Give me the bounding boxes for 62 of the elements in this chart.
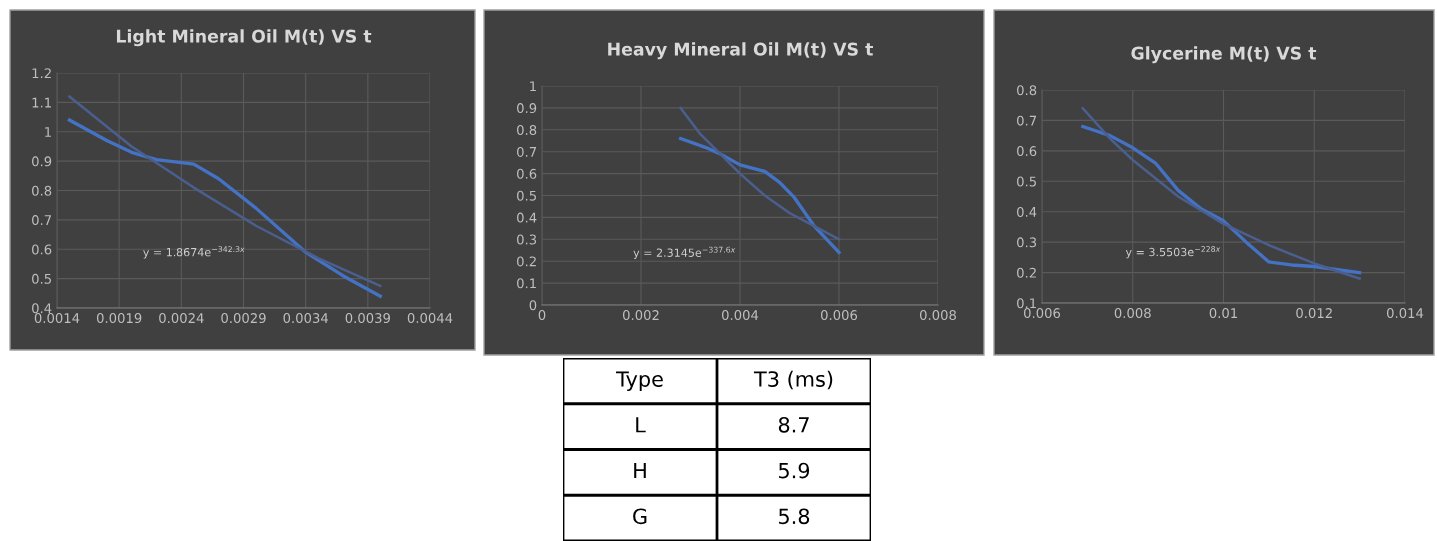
y-tick-label: 0.3: [517, 234, 537, 245]
category-label: G: [633, 508, 647, 525]
line-series: [68, 95, 382, 288]
annotation: y = 3.5503e$^{−228x}$: [1125, 246, 1221, 259]
x-tick-label: 0.01: [1209, 308, 1237, 319]
line-series: [67, 118, 382, 298]
y-tick-label: 1: [45, 127, 51, 137]
y-tick-label: 0.2: [1017, 267, 1036, 278]
line-series: [679, 106, 841, 241]
chart-title: Heavy Mineral Oil M(t) VS t: [608, 42, 874, 60]
x-tick-label: 0.002: [622, 310, 659, 321]
x-tick-label: 0.012: [1296, 308, 1332, 319]
y-tick-label: 0.8: [517, 125, 537, 135]
y-tick-label: 0.4: [1017, 206, 1037, 217]
y-tick-label: 0.3: [1017, 237, 1037, 248]
chart-title: Light Mineral Oil M(t) VS t: [116, 29, 372, 47]
x-tick-label: 0.004: [721, 310, 759, 321]
x-tick-label: 0.0039: [345, 313, 390, 324]
category-label: H: [634, 462, 646, 479]
x-tick-label: 0.0029: [221, 313, 266, 324]
x-tick-label: 0.0034: [283, 313, 329, 324]
y-tick-label: 0.5: [32, 273, 51, 284]
y-tick-label: 0.6: [1017, 146, 1037, 157]
y-tick-label: 0.2: [517, 256, 536, 267]
x-tick-label: 0.008: [919, 310, 956, 321]
y-tick-label: 0.9: [32, 156, 52, 167]
y-tick-label: 0.6: [517, 168, 537, 179]
text: Type: [616, 371, 663, 391]
x-tick-label: 0: [538, 310, 546, 321]
y-tick-label: 0.1: [1017, 298, 1036, 309]
y-tick-label: 0.5: [1017, 176, 1036, 187]
x-tick-label: 0.008: [1114, 308, 1151, 319]
data-label: 5.9: [779, 462, 810, 479]
y-tick-label: 0.9: [517, 103, 537, 114]
annotation: y = 1.8674e$^{−342.3x}$: [143, 246, 245, 259]
x-tick-label: 0.0044: [407, 313, 453, 324]
y-tick-label: 1.1: [32, 97, 51, 108]
y-tick-label: 0.7: [32, 215, 52, 226]
y-tick-label: 0.8: [32, 185, 52, 196]
data-label: 5.8: [779, 508, 810, 525]
x-tick-label: 0.0014: [34, 313, 80, 324]
y-tick-label: 0.7: [517, 146, 537, 157]
text: T3 (ms): [753, 370, 833, 390]
x-tick-label: 0.0024: [159, 313, 204, 324]
y-tick-label: 0.5: [517, 190, 536, 201]
y-tick-label: 0.4: [517, 212, 537, 223]
y-tick-label: 0.4: [32, 303, 52, 314]
y-tick-label: 1: [530, 81, 536, 92]
y-tick-label: 0.8: [1017, 85, 1037, 96]
annotation: y = 2.3145e$^{−337.6x}$: [633, 246, 736, 260]
x-tick-label: 0.006: [820, 310, 858, 321]
category-label: L: [636, 417, 646, 433]
data-label: 8.7: [778, 416, 809, 433]
y-tick-label: 0.1: [517, 278, 536, 289]
x-tick-label: 0.006: [1023, 308, 1061, 319]
y-tick-label: 0.6: [32, 244, 52, 255]
x-tick-label: 0.0019: [96, 313, 142, 324]
y-tick-label: 1.2: [32, 68, 51, 79]
x-tick-label: 0.014: [1386, 308, 1424, 319]
y-tick-label: 0.7: [1017, 115, 1037, 126]
y-tick-label: 0: [529, 300, 537, 311]
chart-title: Glycerine M(t) VS t: [1131, 46, 1317, 64]
